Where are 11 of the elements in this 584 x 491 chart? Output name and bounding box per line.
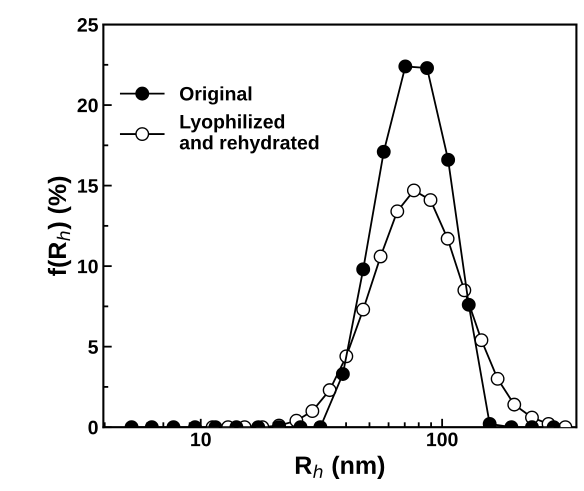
legend-label: Original xyxy=(180,86,252,105)
y-tick-label: 15 xyxy=(78,179,98,193)
x-tick-label: 100 xyxy=(427,432,458,446)
y-axis-title: f(R$_{h}$) (%) xyxy=(48,176,72,276)
y-tick-label: 25 xyxy=(78,18,98,32)
y-tick-label: 0 xyxy=(88,420,98,434)
legend-label: Lyophilized and rehydrated xyxy=(180,114,318,154)
y-tick-label: 5 xyxy=(88,340,98,354)
x-axis-title: R$_{h}$ (nm) xyxy=(296,456,384,480)
y-tick-label: 10 xyxy=(78,260,98,274)
y-tick-label: 20 xyxy=(78,98,98,112)
